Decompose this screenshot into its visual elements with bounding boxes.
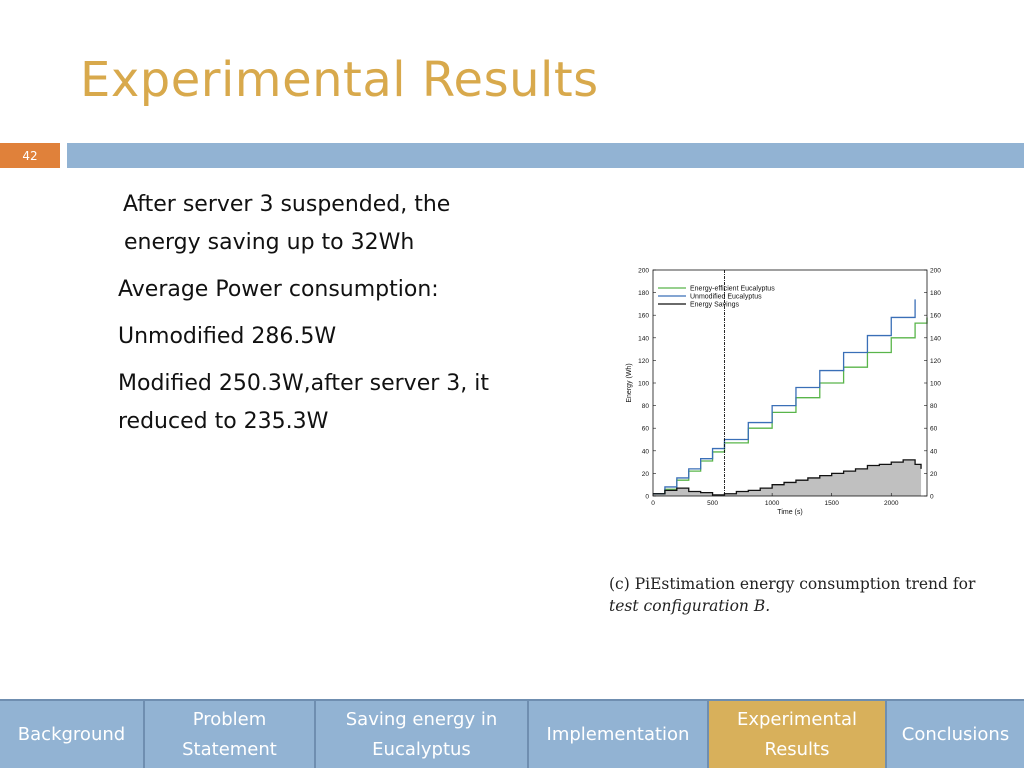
y-tick-label: 120 [638, 358, 649, 365]
y-tick-label: 60 [642, 426, 650, 433]
y-tick-label: 160 [638, 313, 649, 320]
y2-tick-label: 180 [930, 290, 941, 297]
body-paragraph: After server 3 suspended, the energy sav… [123, 192, 451, 255]
energy-chart: 0 20 40 60 80 100 120 140 160 180 200 0 20 40 60 80 100 1… [600, 260, 970, 535]
body-paragraph: Modified 250.3W,after server 3, it reduc… [118, 371, 489, 434]
y-tick-label: 140 [638, 335, 649, 342]
nav-tab-label: Problem Statement [182, 708, 277, 760]
y-tick-label: 40 [642, 448, 650, 455]
y2-tick-label: 40 [930, 448, 938, 455]
savings-area [653, 459, 922, 496]
y2-tick-label: 140 [930, 335, 941, 342]
nav-tab-label: Experimental Results [736, 708, 858, 760]
chart-caption-text: (c) PiEstimation energy consumption tren… [609, 575, 976, 593]
body-text: After server 3 suspended, the energy sav… [118, 186, 513, 450]
header-bar [67, 143, 1024, 168]
nav-tab-background[interactable]: Background [0, 699, 145, 768]
slide-title: Experimental Results [80, 52, 599, 108]
y-tick-label: 200 [638, 268, 649, 275]
nav-tab-implementation[interactable]: Implementation [529, 699, 709, 768]
x-tick-label: 1500 [824, 500, 839, 507]
chart-caption: (c) PiEstimation energy consumption tren… [609, 573, 1009, 617]
y2-tick-label: 80 [930, 403, 938, 410]
section-nav: Background Problem Statement Saving ener… [0, 699, 1024, 768]
legend-label: Energy-efficient Eucalyptus [690, 286, 775, 293]
chart-caption-italic: test configuration B. [609, 597, 771, 615]
y2-tick-label: 0 [930, 494, 934, 501]
y2-tick-label: 200 [930, 268, 941, 275]
y-tick-label: 0 [645, 494, 649, 501]
nav-tab-label: Conclusions [901, 723, 1010, 745]
x-tick-label: 500 [707, 500, 718, 507]
nav-tab-problem-statement[interactable]: Problem Statement [145, 699, 316, 768]
body-paragraph: Unmodified 286.5W [118, 324, 337, 349]
y2-tick-label: 120 [930, 358, 941, 365]
x-axis-label: Time (s) [777, 509, 802, 516]
y-tick-label: 180 [638, 290, 649, 297]
x-tick-label: 1000 [765, 500, 780, 507]
x-tick-label: 0 [651, 500, 655, 507]
nav-tab-label: Background [17, 723, 126, 745]
nav-tab-experimental-results[interactable]: Experimental Results [709, 699, 887, 768]
series-line-1 [653, 299, 916, 495]
y-tick-label: 20 [642, 471, 650, 478]
nav-tab-label: Implementation [546, 723, 690, 745]
y2-tick-label: 160 [930, 313, 941, 320]
body-paragraph: Average Power consumption: [118, 277, 439, 302]
y2-tick-label: 100 [930, 381, 941, 388]
y-axis-label: Energy (Wh) [626, 363, 633, 402]
nav-tab-label: Saving energy in Eucalyptus [345, 708, 498, 760]
x-tick-label: 2000 [884, 500, 899, 507]
legend-label: Unmodified Eucalyptus [690, 294, 762, 301]
y-tick-label: 80 [642, 403, 650, 410]
nav-tab-conclusions[interactable]: Conclusions [887, 699, 1024, 768]
y-tick-label: 100 [638, 381, 649, 388]
energy-chart-svg: 0204060801001201401601802000204060801001… [626, 268, 941, 517]
series-line-0 [653, 317, 928, 495]
slide-number-badge: 42 [0, 143, 60, 168]
legend-label: Energy Savings [690, 302, 740, 309]
series-line-2 [653, 459, 922, 496]
y2-tick-label: 60 [930, 426, 938, 433]
y2-tick-label: 20 [930, 471, 938, 478]
nav-tab-saving-energy[interactable]: Saving energy in Eucalyptus [316, 699, 529, 768]
